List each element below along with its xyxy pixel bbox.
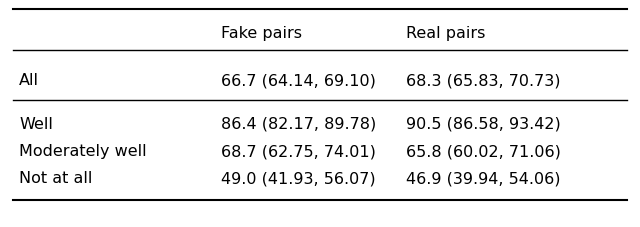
Text: Moderately well: Moderately well	[19, 143, 147, 158]
Text: 86.4 (82.17, 89.78): 86.4 (82.17, 89.78)	[221, 116, 376, 131]
Text: Real pairs: Real pairs	[406, 25, 486, 40]
Text: Not at all: Not at all	[19, 171, 93, 186]
Text: All: All	[19, 73, 39, 88]
Text: 68.7 (62.75, 74.01): 68.7 (62.75, 74.01)	[221, 143, 376, 158]
Text: Fake pairs: Fake pairs	[221, 25, 302, 40]
Text: 66.7 (64.14, 69.10): 66.7 (64.14, 69.10)	[221, 73, 376, 88]
Text: 65.8 (60.02, 71.06): 65.8 (60.02, 71.06)	[406, 143, 561, 158]
Text: 90.5 (86.58, 93.42): 90.5 (86.58, 93.42)	[406, 116, 561, 131]
Text: Well: Well	[19, 116, 53, 131]
Text: 46.9 (39.94, 54.06): 46.9 (39.94, 54.06)	[406, 171, 561, 186]
Text: 68.3 (65.83, 70.73): 68.3 (65.83, 70.73)	[406, 73, 561, 88]
Text: 49.0 (41.93, 56.07): 49.0 (41.93, 56.07)	[221, 171, 376, 186]
